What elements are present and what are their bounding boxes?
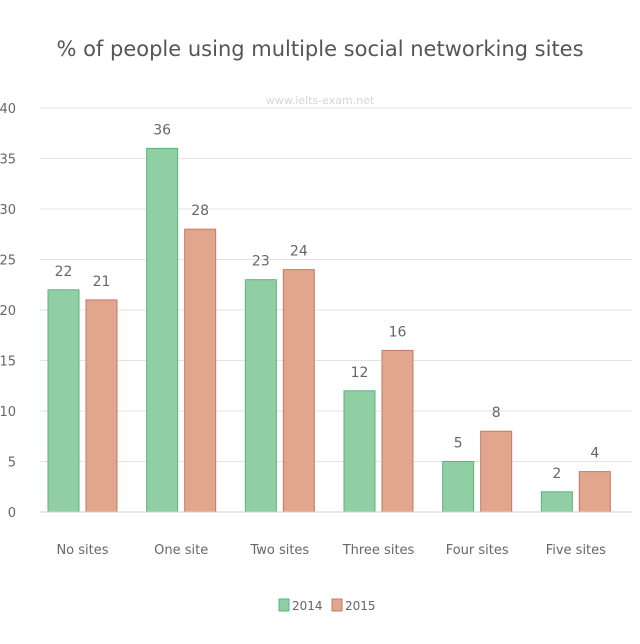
data-label: 23 [252, 254, 270, 270]
bar-2015-five-sites [578, 471, 611, 513]
y-axis: 0 5 10 15 20 25 30 35 40 [0, 102, 16, 521]
data-label: 16 [389, 324, 407, 340]
data-label: 4 [590, 446, 599, 462]
gridlines [40, 107, 632, 513]
bar-2015-one-site [184, 228, 217, 513]
bar-2014-three-sites [343, 390, 376, 513]
watermark-text: www.ielts-exam.net [266, 94, 375, 107]
bar-2015-no-sites [85, 299, 118, 513]
legend-label: 2015 [345, 599, 376, 613]
data-label: 21 [93, 274, 111, 290]
bar-2015-four-sites [480, 430, 513, 513]
y-tick-label: 5 [8, 456, 16, 471]
chart-title: % of people using multiple social networ… [56, 37, 583, 61]
x-tick-label: Three sites [342, 543, 415, 558]
data-label: 22 [55, 264, 73, 280]
y-tick-label: 35 [0, 153, 16, 168]
data-label: 5 [454, 436, 463, 452]
legend: 2014 2015 [278, 598, 376, 613]
y-tick-label: 20 [0, 304, 16, 319]
bar-2014-two-sites [244, 279, 277, 513]
legend-label: 2014 [292, 599, 323, 613]
y-tick-label: 25 [0, 254, 16, 269]
bar-2015-three-sites [381, 349, 414, 513]
data-label: 36 [153, 122, 171, 138]
x-axis: No sites One site Two sites Three sites Four… [40, 511, 632, 558]
bar-2015-two-sites [282, 269, 315, 513]
bar-2014-four-sites [442, 461, 475, 513]
y-tick-label: 30 [0, 203, 16, 218]
x-tick-label: Five sites [546, 543, 606, 558]
bar-2014-no-sites [47, 289, 80, 513]
y-tick-label: 40 [0, 102, 16, 117]
legend-swatch-2015 [331, 598, 343, 612]
x-tick-label: One site [154, 543, 208, 558]
x-tick-label: Four sites [446, 543, 509, 558]
data-label: 12 [351, 365, 369, 381]
data-label: 24 [290, 244, 308, 260]
y-tick-label: 10 [0, 405, 16, 420]
bar-2014-one-site [146, 147, 179, 513]
y-tick-label: 0 [8, 506, 16, 521]
x-tick-label: No sites [56, 543, 108, 558]
legend-swatch-2014 [278, 598, 290, 612]
data-label: 8 [492, 405, 501, 421]
data-label: 28 [191, 203, 209, 219]
y-tick-label: 15 [0, 355, 16, 370]
bar-2014-five-sites [540, 491, 573, 513]
data-label: 2 [552, 466, 561, 482]
x-tick-label: Two sites [249, 543, 309, 558]
